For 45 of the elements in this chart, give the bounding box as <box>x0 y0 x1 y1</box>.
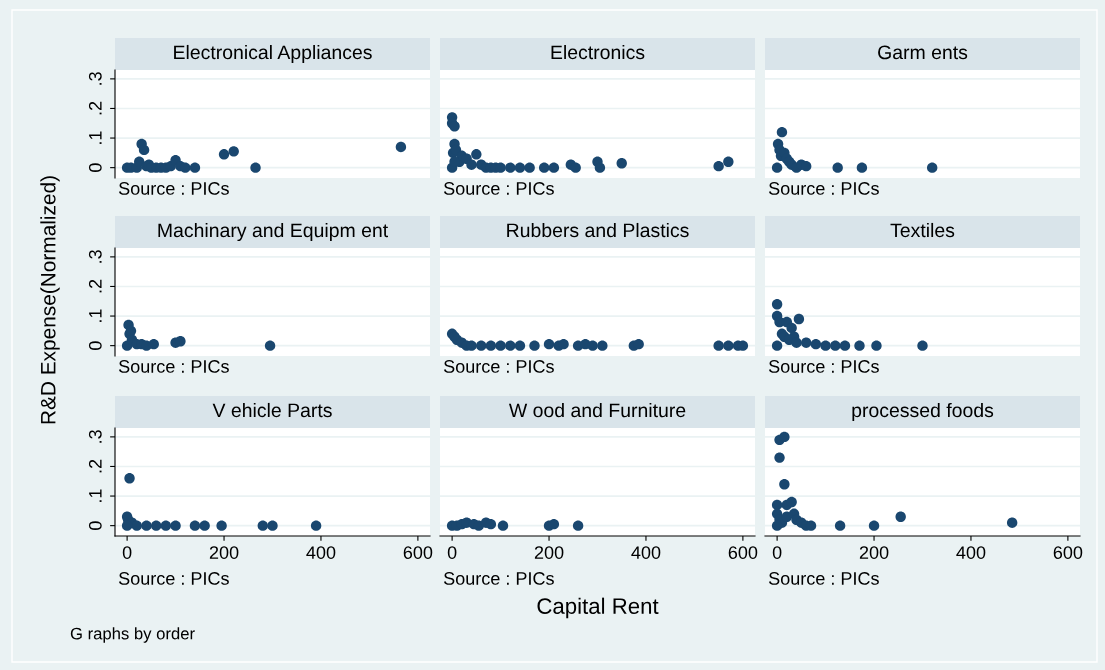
source-note: Source : PICs <box>768 182 879 195</box>
x-tick-label: 200 <box>534 546 564 559</box>
y-tick-label: .3 <box>88 250 102 263</box>
y-tick-label: 0 <box>88 521 102 530</box>
y-tick-label: 0 <box>88 163 102 172</box>
x-tick-label: 400 <box>631 546 661 559</box>
y-tick-label: .3 <box>88 72 102 85</box>
chart-title: Machinary and Equipm ent <box>158 222 389 242</box>
x-tick-label: 0 <box>447 546 457 559</box>
x-tick-label: 400 <box>306 546 336 559</box>
y-tick-label: .1 <box>89 309 102 322</box>
source-note: Source : PICs <box>768 572 879 585</box>
chart-title: processed foods <box>852 402 994 422</box>
x-tick-label: 0 <box>772 546 782 559</box>
chart-title: Textiles <box>890 222 955 238</box>
x-tick-label: 200 <box>859 546 889 559</box>
chart-title: Electronical Appliances <box>174 44 372 64</box>
chart-title: Electronics <box>551 44 645 60</box>
x-tick-label: 200 <box>209 546 239 559</box>
y-tick-label: 0 <box>88 341 102 350</box>
x-tick-label: 0 <box>122 546 132 559</box>
x-tick-label: 600 <box>403 546 433 559</box>
y-tick-label: .2 <box>88 279 102 293</box>
y-tick-label: .3 <box>88 430 102 443</box>
source-note: Source : PICs <box>118 360 229 373</box>
source-note: Source : PICs <box>443 360 554 373</box>
chart-title: Garm ents <box>878 45 968 60</box>
y-tick-label: .1 <box>89 131 102 144</box>
x-tick-label: 600 <box>728 546 758 559</box>
x-tick-label: 400 <box>956 546 986 559</box>
text: G raphs by order <box>70 627 195 643</box>
chart-title: Rubbers and Plastics <box>507 222 689 238</box>
x-tick-label: 600 <box>1053 546 1083 559</box>
chart-title: V ehicle Parts <box>212 402 332 418</box>
x-axis-title: Capital Rent <box>537 597 659 619</box>
y-tick-label: .1 <box>89 489 102 502</box>
chart-title: W ood and Furniture <box>508 402 686 418</box>
y-tick-label: .2 <box>88 459 102 473</box>
source-note: Source : PICs <box>443 572 554 585</box>
y-axis-title: R&D Expense(Normalized) <box>40 176 60 424</box>
source-note: Source : PICs <box>118 572 229 585</box>
source-note: Source : PICs <box>768 360 879 373</box>
source-note: Source : PICs <box>118 182 229 195</box>
y-tick-label: .2 <box>88 101 102 115</box>
source-note: Source : PICs <box>443 182 554 195</box>
